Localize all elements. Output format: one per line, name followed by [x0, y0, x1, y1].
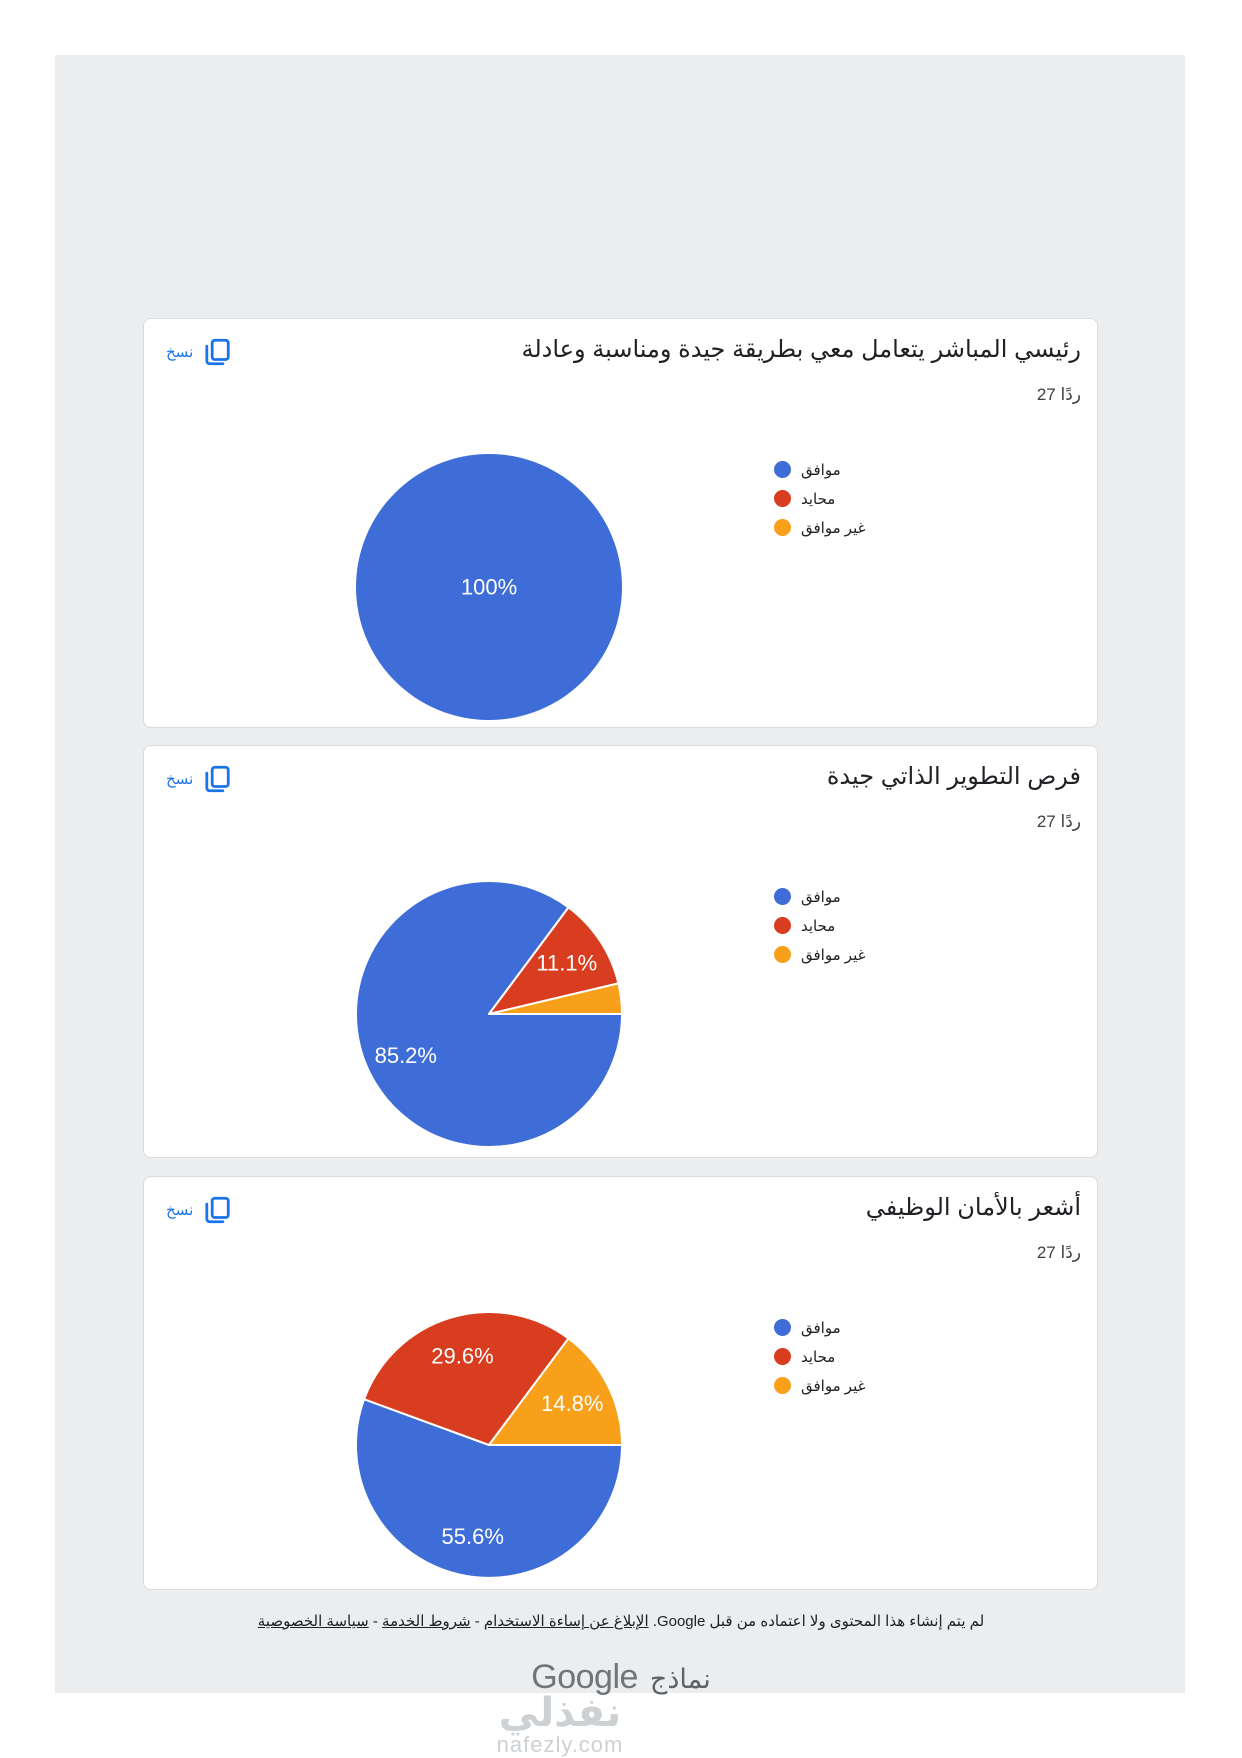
pie-slice-label-agree: 55.6%: [442, 1524, 504, 1549]
footer-disclaimer: لم يتم إنشاء هذا المحتوى ولا اعتماده من …: [0, 1612, 1242, 1630]
legend-swatch-disagree: [774, 519, 791, 536]
pie-slice-label-agree: 85.2%: [375, 1043, 437, 1068]
question-title: فرص التطوير الذاتي جيدة: [826, 763, 1081, 790]
legend-item-agree: موافق: [774, 1313, 994, 1342]
copy-icon: [205, 338, 230, 366]
pie-slice-disagree: [488, 1337, 623, 1446]
legend-item-agree: موافق: [774, 882, 994, 911]
legend-label-agree: موافق: [801, 888, 841, 906]
legend-label-neutral: محايد: [801, 490, 836, 508]
question-title: رئيسي المباشر يتعامل معي بطريقة جيدة ومن…: [521, 336, 1082, 363]
pie-chart: 55.6% 29.6% 14.8%: [355, 1310, 623, 1579]
pie-slice-neutral: [363, 1310, 570, 1446]
legend-swatch-neutral: [774, 1348, 791, 1365]
question-title: أشعر بالأمان الوظيفي: [865, 1194, 1081, 1221]
legend-swatch-agree: [774, 888, 791, 905]
pie-slice-agree: [356, 454, 622, 720]
pie-slice-label-agree: 100%: [461, 575, 517, 600]
copy-button-label: نسخ: [166, 771, 194, 788]
legend-swatch-disagree: [774, 946, 791, 963]
watermark: نفذلي nafezly.com: [0, 1691, 1120, 1758]
pie-slice-label-disagree: 14.8%: [541, 1391, 603, 1416]
copy-button-label: نسخ: [166, 344, 194, 361]
legend-label-agree: موافق: [801, 1319, 841, 1337]
legend-item-disagree: غير موافق: [774, 940, 994, 969]
report-abuse-link[interactable]: الإبلاغ عن إساءة الاستخدام: [483, 1613, 649, 1630]
legend-swatch-agree: [774, 461, 791, 478]
copy-icon: [205, 765, 230, 793]
legend-item-neutral: محايد: [774, 1342, 994, 1371]
pie-slice-neutral: [488, 906, 620, 1015]
copy-icon: [205, 1196, 230, 1224]
chart-legend: موافق محايد غير موافق: [774, 455, 994, 542]
terms-of-service-link[interactable]: شروط الخدمة: [382, 1613, 471, 1630]
separator: -: [474, 1613, 480, 1630]
watermark-arabic-logo: نفذلي: [498, 1691, 622, 1735]
google-logo-text: Google: [531, 1658, 638, 1696]
pie-slice-label-neutral: 29.6%: [431, 1343, 493, 1368]
chart-legend: موافق محايد غير موافق: [774, 882, 994, 969]
response-count: 27 ردًا: [1036, 812, 1081, 831]
pie-slice-label-neutral: 11.1%: [536, 950, 597, 975]
legend-label-disagree: غير موافق: [801, 1377, 866, 1395]
legend-item-neutral: محايد: [774, 911, 994, 940]
legend-label-neutral: محايد: [801, 1348, 836, 1366]
question-card-1: نسخ رئيسي المباشر يتعامل معي بطريقة جيدة…: [143, 318, 1098, 728]
legend-label-disagree: غير موافق: [801, 519, 866, 537]
privacy-policy-link[interactable]: سياسة الخصوصية: [257, 1613, 369, 1630]
legend-item-disagree: غير موافق: [774, 1371, 994, 1400]
forms-logo-text: نماذج: [649, 1664, 711, 1694]
copy-button[interactable]: نسخ: [164, 335, 234, 369]
legend-label-agree: موافق: [801, 461, 841, 479]
pie-chart: 85.2% 11.1%: [355, 880, 623, 1149]
legend-label-disagree: غير موافق: [801, 946, 866, 964]
legend-swatch-disagree: [774, 1377, 791, 1394]
legend-swatch-neutral: [774, 917, 791, 934]
legend-swatch-agree: [774, 1319, 791, 1336]
question-card-2: نسخ فرص التطوير الذاتي جيدة 27 ردًا مواف…: [143, 745, 1098, 1158]
copy-button-label: نسخ: [166, 1202, 194, 1219]
copy-button[interactable]: نسخ: [164, 762, 234, 796]
watermark-domain: nafezly.com: [496, 1732, 624, 1757]
disclaimer-text: لم يتم إنشاء هذا المحتوى ولا اعتماده من …: [652, 1613, 985, 1630]
question-card-3: نسخ أشعر بالأمان الوظيفي 27 ردًا موافق م…: [143, 1176, 1098, 1590]
legend-item-disagree: غير موافق: [774, 513, 994, 542]
pie-slice-agree: [355, 1398, 623, 1579]
legend-item-agree: موافق: [774, 455, 994, 484]
separator: -: [372, 1613, 378, 1630]
legend-item-neutral: محايد: [774, 484, 994, 513]
legend-swatch-neutral: [774, 490, 791, 507]
pie-slice-disagree: [488, 982, 623, 1015]
pie-chart: 100%: [356, 454, 622, 720]
response-count: 27 ردًا: [1036, 1243, 1081, 1262]
legend-label-neutral: محايد: [801, 917, 836, 935]
response-count: 27 ردًا: [1036, 385, 1081, 404]
google-forms-logo: Google نماذج: [0, 1658, 1242, 1697]
chart-legend: موافق محايد غير موافق: [774, 1313, 994, 1400]
copy-button[interactable]: نسخ: [164, 1193, 234, 1227]
